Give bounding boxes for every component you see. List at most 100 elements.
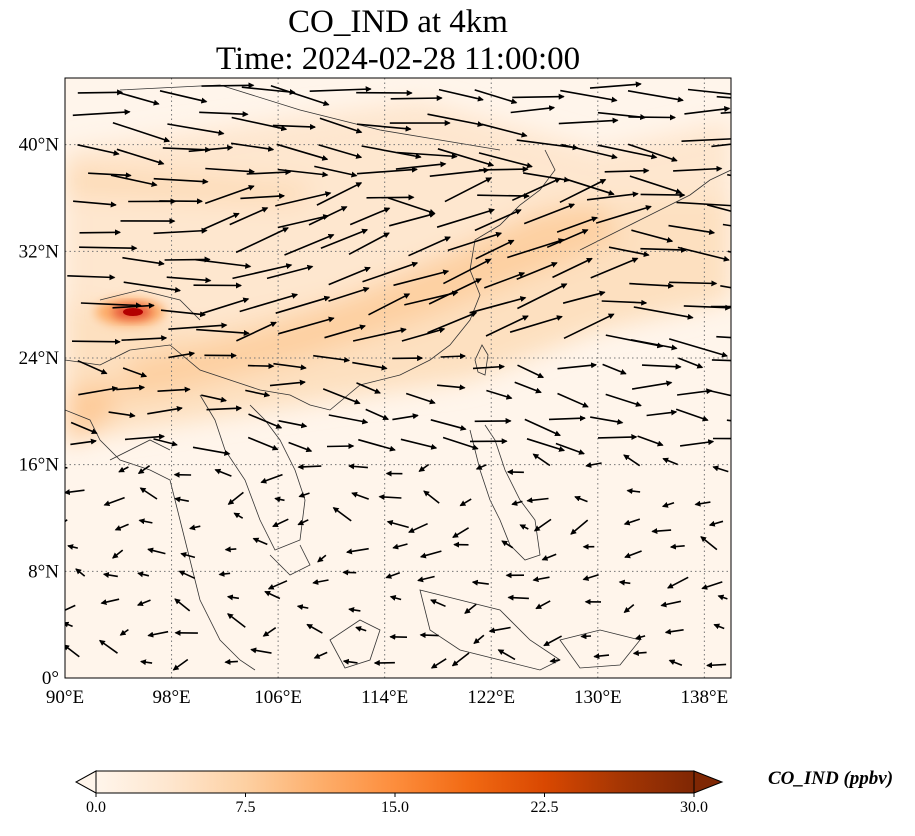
wind-arrow — [366, 194, 415, 201]
wind-arrow — [351, 491, 369, 500]
wind-arrow — [214, 468, 232, 477]
wind-arrow — [516, 262, 558, 281]
lon-tick-label: 98°E — [152, 687, 190, 708]
wind-arrow — [116, 91, 160, 106]
wind-arrow — [356, 382, 381, 394]
wind-arrow — [405, 392, 436, 405]
wind-arrow — [160, 309, 206, 318]
wind-arrow — [711, 359, 731, 362]
wind-arrow — [488, 626, 511, 634]
wind-arrow — [706, 662, 727, 669]
wind-arrow — [727, 173, 731, 177]
wind-arrow — [512, 93, 565, 100]
wind-arrow — [419, 632, 439, 639]
wind-arrow — [408, 522, 428, 533]
wind-arrow — [684, 106, 731, 115]
lat-tick-label: 40°N — [19, 135, 60, 156]
wind-arrow — [630, 339, 678, 351]
wind-arrow — [70, 421, 98, 435]
wind-arrow — [196, 328, 250, 336]
wind-arrow — [233, 512, 244, 519]
wind-arrow — [77, 144, 120, 156]
wind-arrow — [549, 657, 560, 664]
wind-arrow — [556, 216, 598, 233]
wind-arrow — [683, 304, 731, 311]
wind-arrow — [123, 281, 181, 293]
wind-arrow — [708, 520, 724, 527]
wind-arrow — [112, 549, 124, 559]
wind-arrow — [356, 123, 412, 132]
wind-arrow — [593, 653, 610, 660]
wind-arrow — [124, 433, 165, 441]
wind-arrow — [574, 495, 588, 503]
wind-arrow — [378, 494, 402, 500]
wind-arrow — [309, 86, 372, 93]
wind-arrow — [558, 117, 619, 125]
wind-arrow — [631, 380, 673, 390]
lat-tick-label: 8°N — [28, 561, 59, 582]
map-title-time: Time: 2024-02-28 11:00:00 — [215, 41, 581, 77]
wind-arrow — [358, 438, 396, 452]
wind-arrow — [517, 364, 545, 379]
wind-arrow — [386, 520, 409, 529]
wind-arrow — [346, 547, 369, 555]
wind-arrow — [417, 575, 435, 583]
wind-arrow — [711, 143, 731, 148]
wind-arrow — [632, 650, 647, 657]
wind-arrow — [98, 639, 118, 654]
wind-arrow — [628, 114, 676, 121]
wind-arrow — [640, 246, 687, 253]
wind-arrow — [469, 296, 527, 314]
wind-arrow — [241, 86, 296, 95]
wind-arrow — [317, 554, 327, 563]
wind-arrow — [147, 547, 166, 555]
wind-arrow — [164, 256, 211, 263]
wind-arrow — [669, 280, 718, 287]
wind-arrow — [247, 436, 279, 451]
wind-arrow — [122, 367, 148, 378]
wind-arrow — [79, 245, 138, 252]
lon-tick-label: 106°E — [254, 687, 302, 708]
wind-arrow — [278, 420, 308, 429]
wind-arrow — [543, 635, 562, 647]
colorbar-bar — [95, 770, 695, 794]
wind-arrow — [202, 297, 250, 314]
wind-arrow — [624, 550, 642, 559]
wind-arrow — [168, 322, 228, 330]
wind-arrow — [706, 204, 731, 213]
wind-arrow — [248, 413, 283, 429]
wind-arrow — [277, 214, 330, 229]
wind-arrow — [627, 143, 678, 162]
wind-arrow — [368, 293, 411, 316]
wind-arrow — [716, 335, 731, 339]
wind-arrow — [102, 572, 118, 578]
wind-arrow — [153, 177, 209, 185]
wind-arrow — [640, 192, 686, 199]
wind-arrow — [601, 299, 648, 306]
wind-arrow — [110, 174, 158, 187]
wind-arrow — [342, 658, 358, 665]
wind-arrow — [328, 414, 369, 425]
wind-arrow — [205, 167, 255, 175]
wind-arrow — [308, 206, 348, 226]
wind-arrow — [252, 537, 268, 546]
colorbar-tick-label: 7.5 — [236, 799, 256, 816]
lon-tick-label: 138°E — [681, 687, 729, 708]
wind-arrow — [356, 166, 418, 175]
wind-arrow — [318, 144, 363, 159]
wind-arrow — [438, 88, 484, 102]
wind-arrow — [348, 606, 361, 613]
wind-arrow — [262, 627, 277, 637]
wind-arrow — [389, 595, 402, 601]
wind-arrow — [167, 123, 225, 136]
wind-arrow — [475, 239, 515, 260]
wind-arrow — [320, 228, 369, 250]
wind-arrow — [172, 658, 189, 671]
wind-arrow — [602, 363, 627, 375]
wind-arrow — [532, 453, 551, 467]
wind-arrow — [361, 145, 422, 160]
lon-tick-label: 122°E — [467, 687, 515, 708]
wind-arrow — [326, 443, 355, 450]
wind-arrow — [388, 212, 436, 227]
wind-arrow — [478, 152, 533, 169]
